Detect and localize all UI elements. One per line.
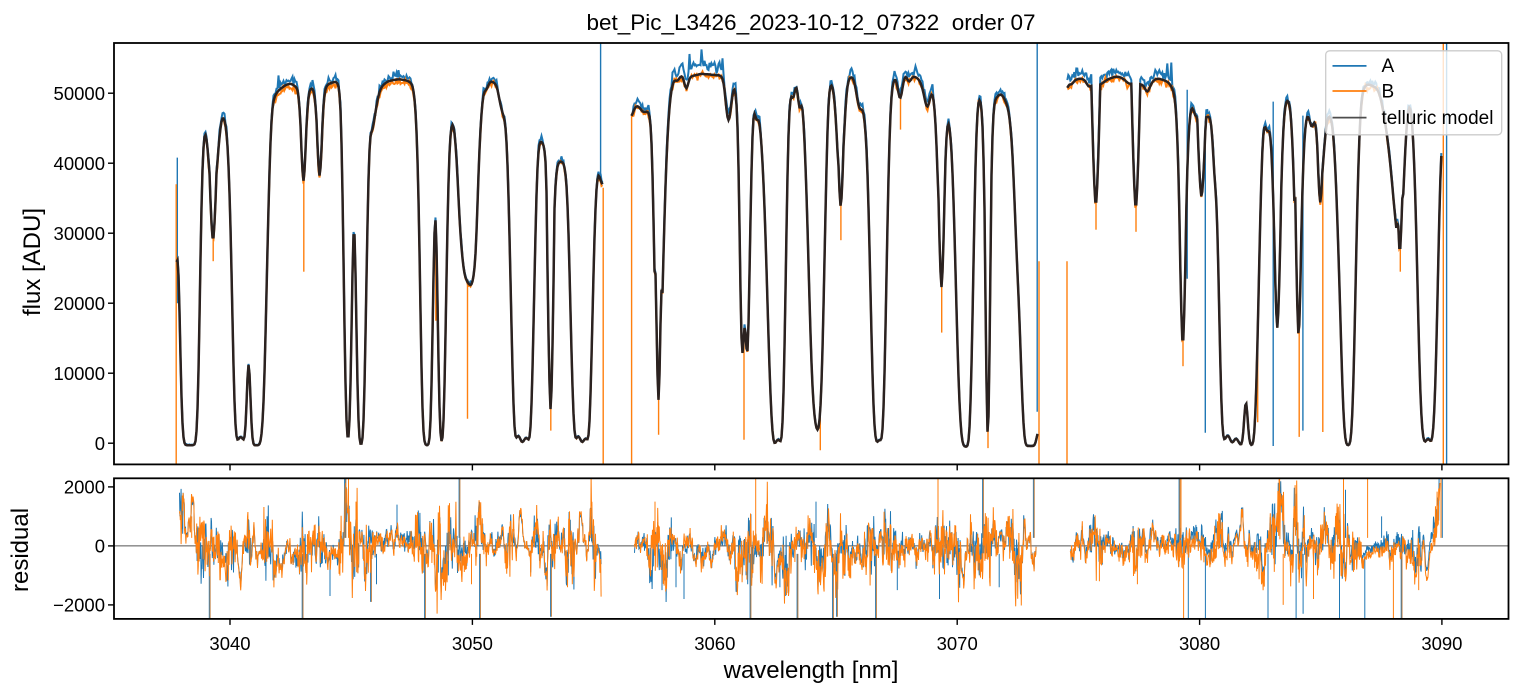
svg-text:2000: 2000 [64, 477, 105, 498]
svg-text:10000: 10000 [54, 363, 105, 384]
svg-text:A: A [1382, 56, 1395, 77]
svg-text:50000: 50000 [54, 83, 105, 104]
svg-text:−2000: −2000 [53, 595, 105, 616]
svg-text:bet_Pic_L3426_2023-10-12_07322: bet_Pic_L3426_2023-10-12_07322 order 07 [586, 10, 1035, 35]
svg-text:B: B [1382, 81, 1395, 102]
svg-text:0: 0 [95, 433, 105, 454]
svg-text:telluric model: telluric model [1382, 108, 1494, 129]
svg-text:30000: 30000 [54, 223, 105, 244]
svg-text:flux [ADU]: flux [ADU] [19, 208, 46, 316]
svg-text:40000: 40000 [54, 153, 105, 174]
svg-text:3060: 3060 [694, 633, 735, 654]
svg-text:3080: 3080 [1179, 633, 1220, 654]
svg-text:3050: 3050 [452, 633, 493, 654]
svg-text:0: 0 [95, 536, 105, 557]
svg-text:20000: 20000 [54, 293, 105, 314]
svg-text:3070: 3070 [937, 633, 978, 654]
svg-text:wavelength [nm]: wavelength [nm] [723, 657, 899, 684]
svg-text:3090: 3090 [1421, 633, 1462, 654]
svg-text:3040: 3040 [209, 633, 250, 654]
svg-text:residual: residual [7, 508, 34, 592]
